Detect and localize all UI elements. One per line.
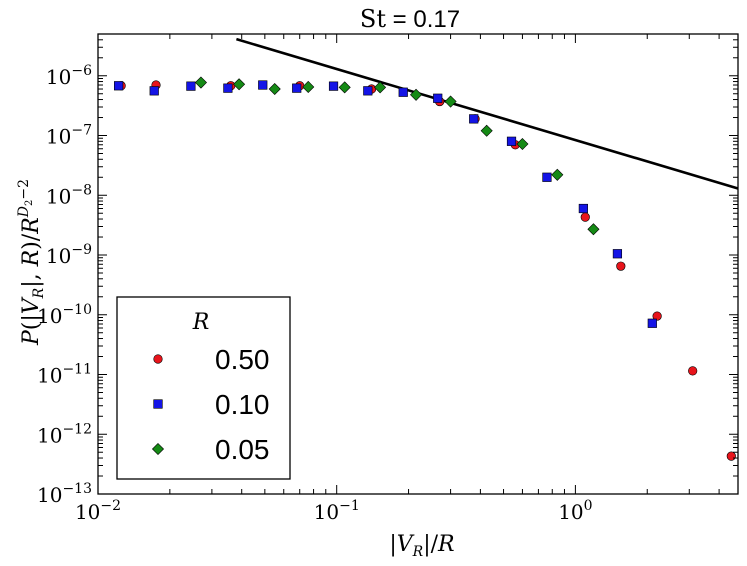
data-point — [506, 136, 517, 146]
data-point — [647, 318, 657, 328]
data-point — [114, 81, 124, 91]
data-point — [444, 95, 457, 108]
data-point — [268, 82, 281, 96]
data-point — [186, 81, 196, 91]
legend-box — [116, 296, 291, 480]
chart-title-value: 0.17 — [413, 6, 460, 33]
legend-marker — [153, 399, 163, 409]
data-point — [328, 81, 339, 91]
legend-item: 0.50 — [153, 344, 270, 375]
y-axis-label: P(|VR|, R)/RD2−2 — [16, 179, 47, 346]
legend: R 0.50 0.10 0.05 — [116, 296, 291, 480]
data-point — [688, 366, 698, 376]
data-point — [233, 78, 246, 91]
data-point — [292, 83, 302, 93]
x-axis-label: |VR|/R — [389, 532, 454, 560]
data-point — [302, 80, 315, 93]
y-tick-label: 10−7 — [46, 123, 92, 149]
legend-label: 0.50 — [215, 344, 270, 375]
x-tick-label: 10−1 — [314, 498, 360, 524]
data-point — [578, 203, 588, 214]
legend-label: 0.05 — [215, 434, 270, 465]
y-tick-label: 10−13 — [37, 481, 92, 507]
data-point — [410, 88, 423, 101]
x-tick-label: 100 — [558, 498, 592, 524]
reference-line — [236, 37, 739, 190]
data-point — [587, 223, 600, 236]
legend-item: 0.05 — [151, 434, 270, 465]
data-point — [516, 138, 529, 151]
data-point — [580, 212, 590, 222]
legend-title: R — [192, 310, 210, 335]
y-tick-label: 10−8 — [46, 182, 92, 208]
data-point — [542, 172, 552, 182]
y-tick-label: 10−12 — [37, 421, 92, 447]
data-point — [363, 86, 373, 96]
data-point — [652, 311, 662, 321]
chart-title: St = 0.17 — [360, 5, 460, 33]
data-point — [398, 87, 408, 97]
legend-item: 0.10 — [153, 389, 270, 420]
legend-marker — [153, 354, 163, 364]
chart-title-eq: = — [386, 6, 413, 33]
data-point — [433, 93, 443, 103]
y-tick-label: 10−11 — [37, 362, 92, 388]
data-point — [223, 83, 233, 93]
data-point — [551, 168, 564, 181]
data-point — [726, 451, 736, 461]
data-point — [612, 249, 623, 259]
data-point — [469, 114, 479, 124]
data-point — [258, 80, 268, 90]
data-point — [149, 86, 159, 96]
data-point — [616, 261, 626, 271]
plot-frame — [97, 33, 739, 495]
x-tick-label: 10−2 — [75, 498, 121, 524]
legend-label: 0.10 — [215, 389, 270, 420]
y-tick-label: 10−6 — [46, 63, 92, 89]
series-diamond — [194, 76, 600, 236]
y-tick-label: 10−10 — [37, 302, 92, 328]
data-point — [374, 81, 387, 94]
chart-title-prefix: St — [360, 5, 386, 33]
data-point — [480, 124, 493, 137]
legend-marker — [151, 442, 165, 456]
y-tick-label: 10−9 — [46, 242, 92, 268]
data-point — [194, 76, 207, 89]
series-square — [114, 80, 657, 328]
data-point — [338, 81, 351, 94]
